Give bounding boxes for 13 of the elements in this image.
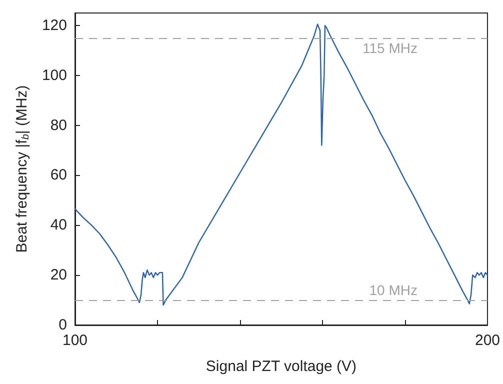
x-tick-label: 200 <box>474 332 500 349</box>
y-tick-label: 80 <box>50 116 67 134</box>
y-tick-label: 40 <box>50 216 67 234</box>
ref-line-label: 10 MHz <box>369 282 418 298</box>
line-series <box>74 24 488 306</box>
y-tick-label: 0 <box>58 316 67 334</box>
y-tick-label: 60 <box>50 166 67 184</box>
y-tick-label: 120 <box>42 16 67 34</box>
y-axis-title: Beat frequency |fb| (MHz) <box>14 85 32 253</box>
ref-line-label: 115 MHz <box>362 40 418 56</box>
y-tick-label: 100 <box>42 66 67 84</box>
x-axis-title: Signal PZT voltage (V) <box>206 358 357 375</box>
y-tick-label: 20 <box>50 266 67 284</box>
